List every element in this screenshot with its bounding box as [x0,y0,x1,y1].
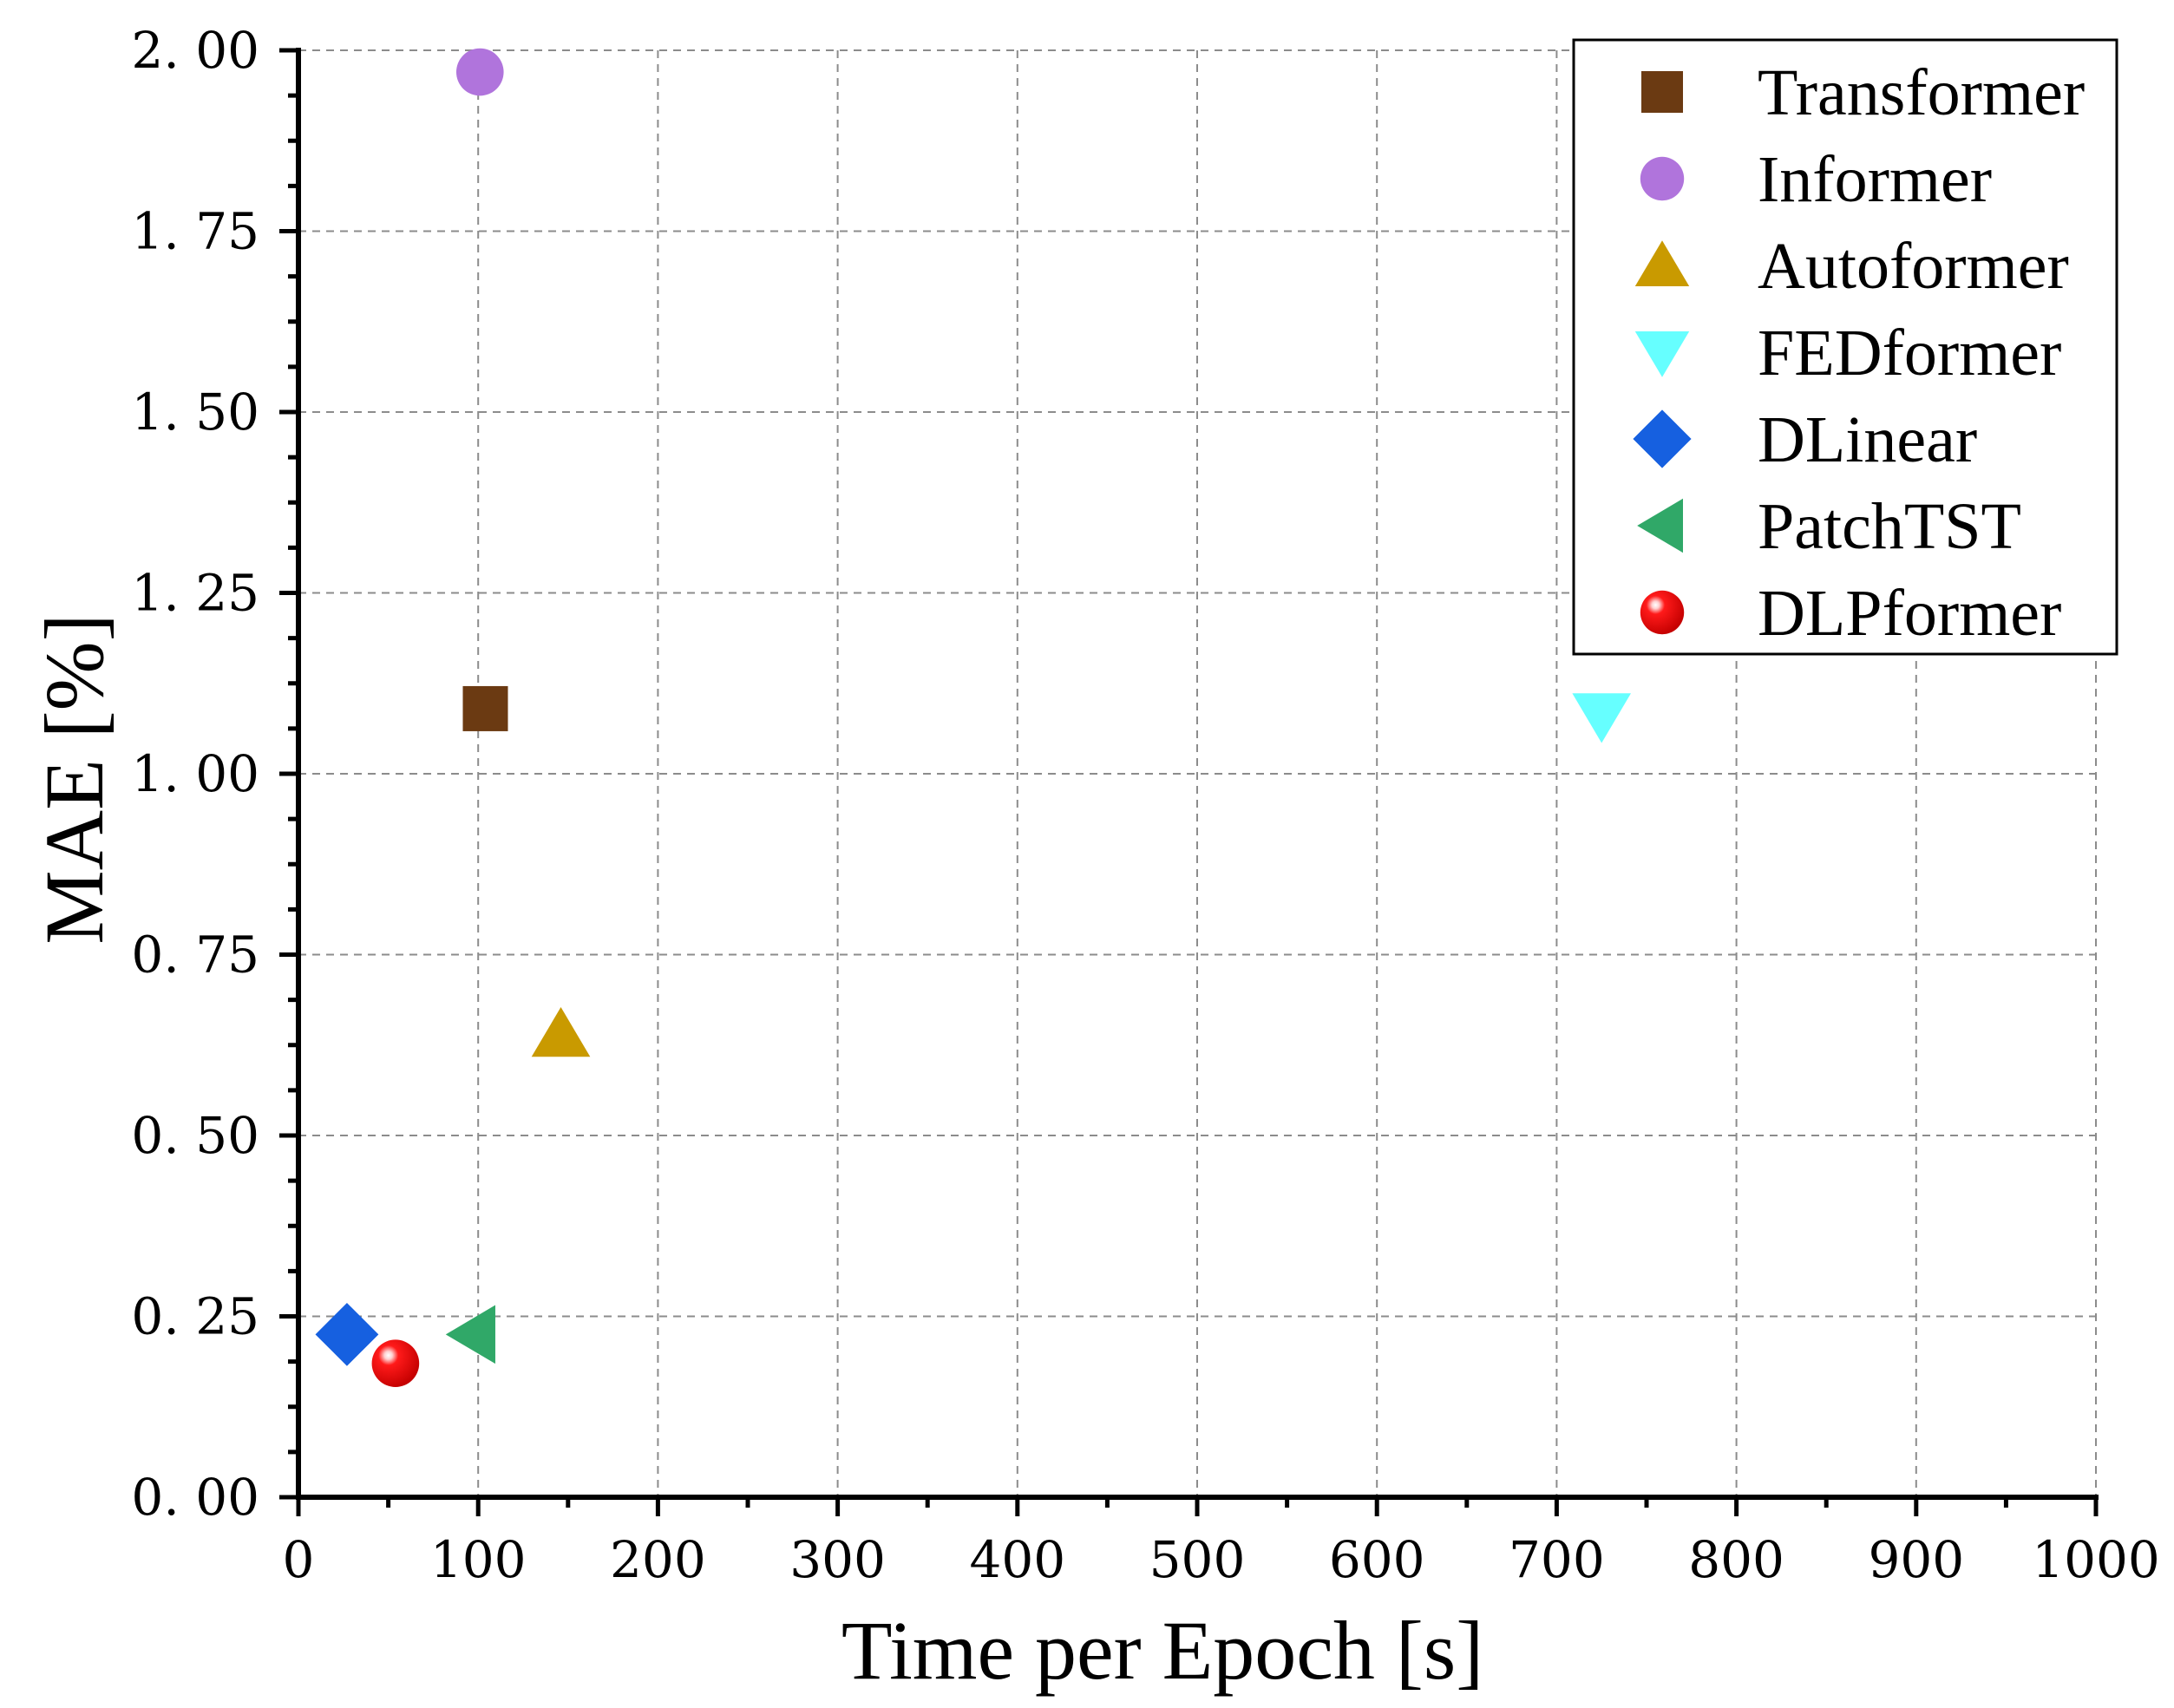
data-point-informer [455,48,504,96]
data-point-fedformer [1572,693,1631,743]
data-point-dlpformer [371,1339,420,1388]
x-tick-label: 0 [283,1530,315,1589]
x-tick-label: 600 [1329,1530,1425,1589]
data-point-transformer [462,685,508,731]
legend-marker-transformer [1641,71,1683,113]
legend-label-dlinear: DLinear [1758,403,1977,476]
x-tick-label: 800 [1688,1530,1784,1589]
x-tick-label: 500 [1149,1530,1246,1589]
data-point-autoformer [531,1007,591,1057]
y-tick-label: 0. 75 [131,926,259,985]
y-tick-label: 0. 50 [131,1106,259,1165]
legend-label-autoformer: Autoformer [1758,230,2069,303]
y-tick-label: 0. 25 [131,1287,259,1346]
legend-marker-dlpformer [1640,590,1685,635]
legend-marker-patchtst [1637,498,1683,553]
y-tick-label: 2. 00 [131,21,259,80]
y-tick-label: 1. 00 [131,744,259,803]
x-tick-label: 700 [1509,1530,1605,1589]
data-point-dlinear [315,1302,379,1366]
x-tick-label: 100 [430,1530,527,1589]
legend-marker-dlinear [1633,409,1692,468]
marks-layer [315,48,1631,1388]
x-tick-label: 300 [789,1530,886,1589]
x-tick-label: 400 [969,1530,1065,1589]
legend-label-patchtst: PatchTST [1758,490,2021,563]
y-tick-label: 1. 25 [131,564,259,623]
legend-marker-autoformer [1634,240,1690,286]
legend: Transformer Informer Autoformer FEDformer DL… [1572,38,2118,656]
legend-label-fedformer: FEDformer [1758,317,2061,389]
legend-label-transformer: Transformer [1758,56,2085,129]
x-tick-label: 1000 [2032,1530,2160,1589]
x-tick-label: 200 [610,1530,706,1589]
axes-layer: 0 100 200 300 400 500 600 700 800 900 1000 0. 00 0. … [131,21,2159,1589]
legend-marker-fedformer [1634,331,1690,377]
y-tick-label: 0. 00 [131,1468,259,1527]
x-axis-title: Time per Epoch [s] [841,1604,1483,1697]
y-axis-title: MAE [%] [28,613,121,944]
data-point-patchtst [445,1305,495,1364]
legend-label-dlpformer: DLPformer [1758,577,2061,650]
legend-label-informer: Informer [1758,143,1992,216]
y-tick-label: 1. 75 [131,202,259,261]
legend-marker-informer [1640,156,1685,201]
y-tick-label: 1. 50 [131,383,259,442]
x-tick-label: 900 [1868,1530,1964,1589]
